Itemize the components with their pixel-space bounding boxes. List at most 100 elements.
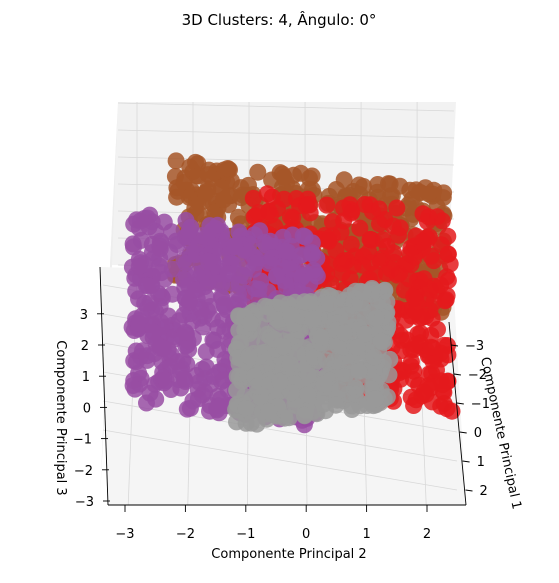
data-point — [251, 222, 269, 240]
data-point — [175, 370, 193, 387]
data-point — [219, 265, 237, 283]
z-tick-label: −3 — [75, 495, 94, 510]
data-point — [260, 402, 278, 420]
data-point — [189, 167, 207, 185]
data-point — [282, 306, 300, 324]
data-point — [177, 290, 194, 308]
data-point — [215, 191, 233, 209]
data-point — [321, 295, 338, 313]
data-point — [323, 213, 341, 231]
data-point — [226, 238, 244, 256]
data-point — [299, 386, 317, 404]
data-point — [368, 183, 386, 201]
z-tick-label: −1 — [73, 433, 92, 448]
data-point — [176, 323, 194, 341]
data-point — [296, 293, 313, 311]
data-point — [419, 377, 437, 395]
data-point — [168, 179, 186, 197]
data-point — [190, 373, 208, 391]
data-point — [391, 177, 409, 195]
data-point — [195, 307, 213, 325]
data-point — [382, 260, 400, 278]
data-point — [277, 242, 295, 260]
data-point — [139, 277, 157, 295]
data-point — [241, 314, 259, 332]
x-tick-label: 0 — [474, 426, 482, 441]
z-tick-label: 2 — [81, 339, 89, 354]
data-point — [167, 152, 185, 170]
data-point — [208, 400, 225, 418]
data-point — [305, 261, 323, 279]
data-point — [415, 270, 433, 288]
x-tick-label: 1 — [477, 455, 485, 470]
data-point — [248, 377, 266, 395]
data-point — [317, 351, 335, 369]
data-point — [197, 358, 215, 376]
y-tick-label: 2 — [423, 527, 431, 542]
gridline-z — [117, 102, 455, 112]
data-point — [344, 183, 362, 200]
data-point — [215, 371, 232, 389]
data-point — [439, 245, 457, 263]
data-point — [358, 397, 376, 414]
data-point — [320, 230, 337, 248]
data-point — [315, 375, 333, 393]
data-point — [354, 283, 372, 301]
data-point — [199, 274, 217, 292]
data-point — [232, 334, 250, 352]
data-point — [385, 244, 402, 262]
data-point — [277, 277, 295, 295]
data-point — [249, 163, 267, 181]
data-point — [407, 336, 425, 354]
data-point — [155, 340, 173, 357]
x-tick-mark — [456, 402, 464, 405]
x-tick-label: 2 — [480, 484, 488, 499]
data-point — [365, 348, 383, 366]
data-point — [433, 212, 451, 230]
data-point — [407, 227, 425, 245]
y-tick-label: −2 — [176, 527, 195, 542]
data-point — [361, 196, 379, 214]
data-point — [200, 252, 218, 270]
data-point — [269, 200, 286, 218]
data-point — [242, 414, 260, 432]
data-point — [250, 280, 268, 298]
data-point — [314, 395, 332, 413]
z-tick-label: −2 — [74, 464, 93, 479]
data-point — [140, 218, 158, 236]
data-point — [350, 362, 368, 380]
data-point — [351, 219, 369, 237]
data-point — [221, 161, 238, 179]
gridline-z — [117, 129, 455, 139]
x-axis-line — [448, 321, 467, 506]
data-point — [420, 208, 438, 226]
x-tick-mark — [465, 489, 473, 492]
axes-lines — [99, 266, 467, 506]
x-tick-label: −2 — [468, 368, 487, 383]
data-point — [428, 361, 445, 379]
y-axis-ticks: −3 −2 −1 0 1 2 — [115, 505, 431, 542]
data-point — [292, 164, 310, 182]
gridline-x — [102, 429, 458, 491]
data-point — [157, 372, 175, 389]
data-point — [258, 185, 276, 203]
data-point — [141, 294, 159, 311]
data-point — [282, 384, 300, 402]
data-point — [180, 222, 198, 239]
data-point — [189, 390, 207, 408]
data-points — [123, 152, 461, 434]
data-point — [420, 185, 438, 203]
x-tick-mark — [459, 431, 467, 434]
x-tick-label: −3 — [465, 339, 484, 354]
data-point — [336, 368, 353, 386]
data-point — [147, 390, 165, 408]
data-point — [342, 204, 360, 222]
data-point — [244, 189, 262, 207]
data-point — [281, 355, 299, 373]
z-tick-label: 0 — [83, 401, 91, 416]
data-point — [432, 276, 450, 294]
y-tick-label: 1 — [362, 527, 370, 542]
data-point — [205, 332, 223, 349]
y-tick-label: −1 — [236, 527, 255, 542]
